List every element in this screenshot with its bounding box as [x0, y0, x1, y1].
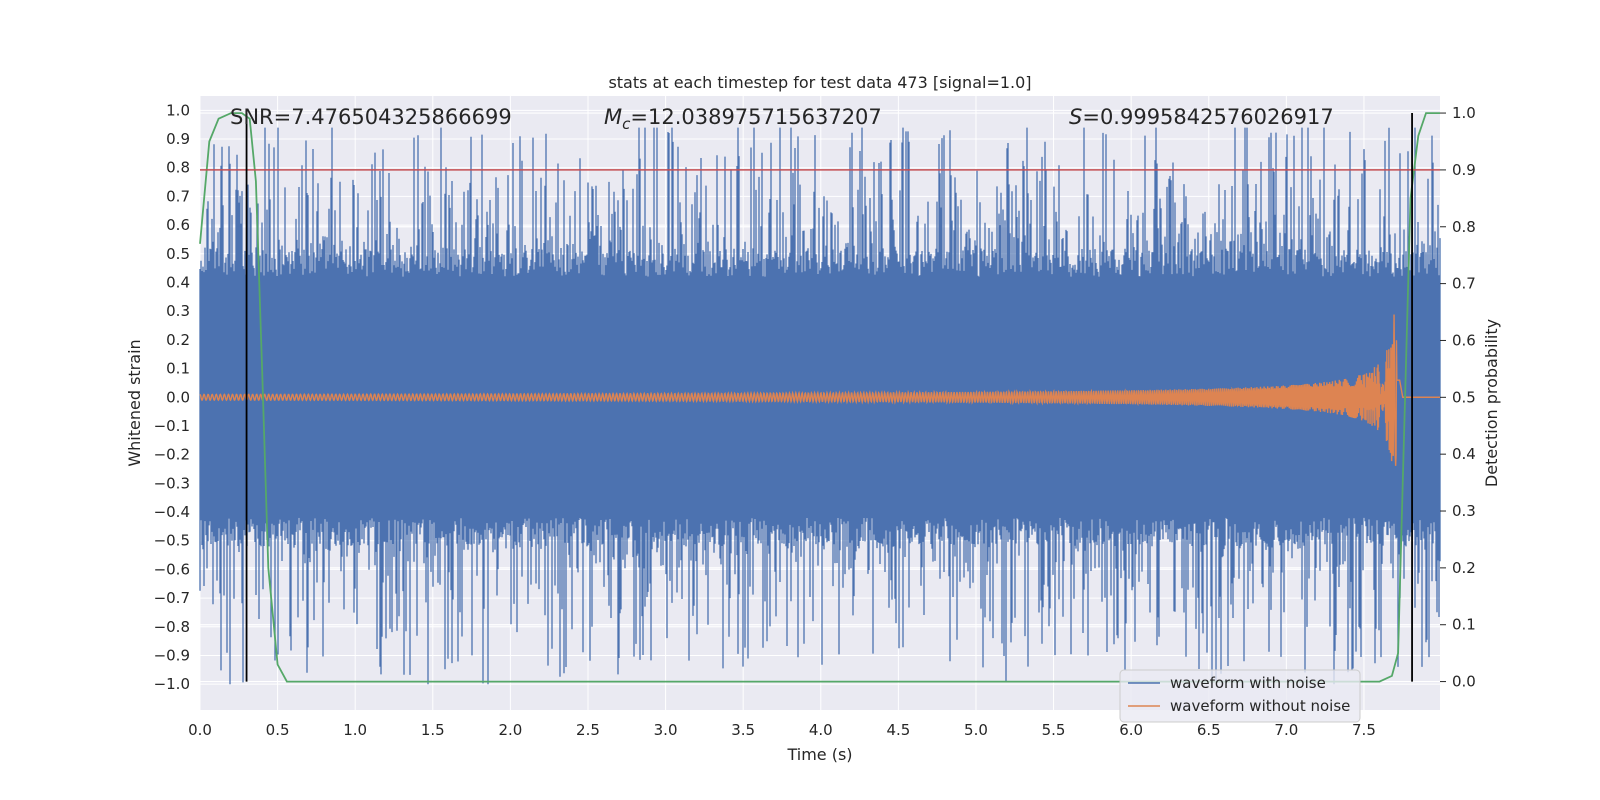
x-tick-label: 7.0 — [1274, 721, 1298, 739]
s-symbol: S — [1069, 105, 1082, 129]
y2-tick-label: 1.0 — [1452, 104, 1476, 122]
chart-title: stats at each timestep for test data 473… — [608, 73, 1031, 92]
y-tick-label: −0.7 — [154, 589, 190, 607]
x-tick-label: 2.5 — [576, 721, 600, 739]
legend-label-clean: waveform without noise — [1170, 697, 1350, 715]
y-tick-label: −0.2 — [154, 446, 190, 464]
y2-axis-label: Detection probability — [1482, 319, 1501, 487]
probability-series — [199, 112, 1440, 683]
mc-value: =12.038975715637207 — [630, 105, 881, 129]
y2-tick-label: 0.2 — [1452, 559, 1476, 577]
mc-subscript: c — [622, 115, 631, 133]
y2-tick-labels: 0.0 0.1 0.2 0.3 0.4 0.5 0.6 0.7 0.8 0.9 1.0 — [1440, 104, 1476, 691]
clean-series — [199, 314, 1440, 466]
chirp-mass-annotation: Mc=12.038975715637207 — [604, 105, 882, 133]
y2-tick-label: 0.6 — [1452, 331, 1476, 349]
x-tick-label: 5.0 — [964, 721, 988, 739]
y2-tick-label: 0.5 — [1452, 388, 1476, 406]
x-tick-labels: 0.0 0.5 1.0 1.5 2.0 2.5 3.0 3.5 4.0 4.5 5.0 5.5 6.0 6… — [188, 721, 1376, 739]
y-tick-label: 0.2 — [166, 331, 190, 349]
y2-tick-label: 0.9 — [1452, 161, 1476, 179]
legend: waveform with noise waveform without noi… — [1119, 669, 1361, 723]
x-tick-label: 6.0 — [1119, 721, 1143, 739]
y-tick-label: 0.5 — [166, 245, 190, 263]
x-tick-label: 1.0 — [343, 721, 367, 739]
x-tick-label: 6.5 — [1197, 721, 1221, 739]
overlay-lines — [200, 113, 1440, 682]
y2-tick-label: 0.7 — [1452, 275, 1476, 293]
x-tick-label: 7.5 — [1352, 721, 1376, 739]
x-tick-label: 0.0 — [188, 721, 212, 739]
clean-chirp-line — [199, 314, 1440, 466]
y-tick-label: 0.4 — [166, 273, 190, 291]
y-tick-label: 0.7 — [166, 187, 190, 205]
y-axis-label: Whitened strain — [125, 339, 144, 466]
y-tick-label: 0.0 — [166, 388, 190, 406]
legend-box — [1119, 669, 1361, 723]
legend-label-noise: waveform with noise — [1170, 674, 1326, 692]
y-tick-label: −0.1 — [154, 417, 190, 435]
x-axis-label: Time (s) — [786, 745, 852, 764]
y-tick-label: 0.9 — [166, 130, 190, 148]
x-tick-label: 5.5 — [1042, 721, 1066, 739]
x-tick-label: 0.5 — [266, 721, 290, 739]
x-tick-label: 3.0 — [654, 721, 678, 739]
x-tick-label: 2.0 — [498, 721, 522, 739]
y2-tick-label: 0.3 — [1452, 502, 1476, 520]
y-tick-label: −0.6 — [154, 560, 190, 578]
y-tick-label: 0.1 — [166, 360, 190, 378]
y-tick-label: 1.0 — [166, 101, 190, 119]
y2-tick-label: 0.0 — [1452, 673, 1476, 691]
y2-tick-label: 0.1 — [1452, 616, 1476, 634]
detection-probability-line — [199, 112, 1440, 683]
y-tick-label: −0.9 — [154, 646, 190, 664]
x-tick-label: 1.5 — [421, 721, 445, 739]
y-tick-label: −0.3 — [154, 474, 190, 492]
y-tick-label: 0.3 — [166, 302, 190, 320]
y-tick-label: −1.0 — [154, 675, 190, 693]
x-tick-label: 4.0 — [809, 721, 833, 739]
y-tick-label: −0.5 — [154, 532, 190, 550]
y-tick-label: −0.8 — [154, 618, 190, 636]
x-tick-label: 4.5 — [886, 721, 910, 739]
y2-tick-label: 0.8 — [1452, 218, 1476, 236]
mc-symbol: M — [604, 105, 622, 129]
x-tick-label: 3.5 — [731, 721, 755, 739]
y-tick-labels: −1.0 −0.9 −0.8 −0.7 −0.6 −0.5 −0.4 −0.3 −0.2 −0.1… — [154, 101, 190, 693]
y-tick-label: 0.6 — [166, 216, 190, 234]
s-value: =0.9995842576026917 — [1082, 105, 1333, 129]
snr-annotation: SNR=7.476504325866699 — [230, 105, 512, 129]
y-tick-label: −0.4 — [154, 503, 190, 521]
score-annotation: S=0.9995842576026917 — [1069, 105, 1334, 129]
y-tick-label: 0.8 — [166, 159, 190, 177]
y2-tick-label: 0.4 — [1452, 445, 1476, 463]
